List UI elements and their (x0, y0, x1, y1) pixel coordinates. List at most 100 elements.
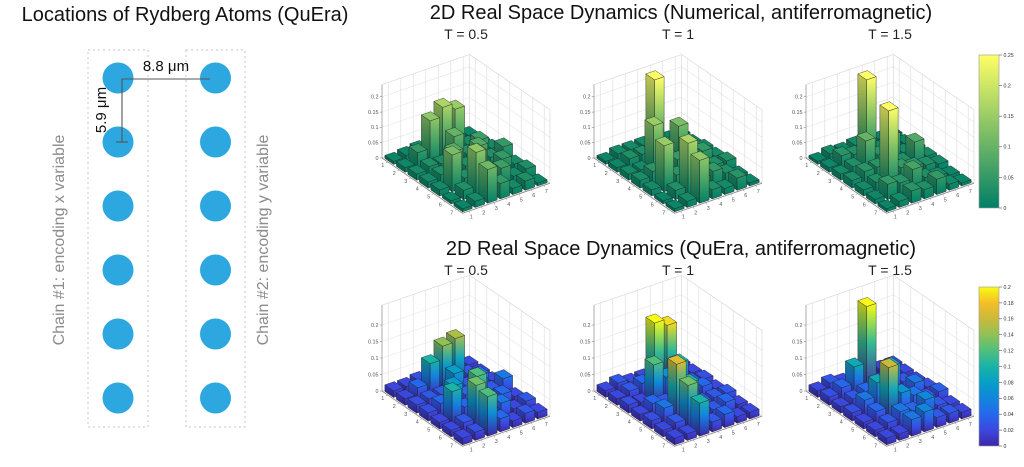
colorbar-tick-label: 0.25 (1004, 53, 1014, 59)
z-tick-label: 0.15 (368, 110, 379, 116)
x-tick-label: 5 (732, 430, 735, 436)
x-tick-label: 2 (482, 443, 485, 449)
y-tick-label: 5 (427, 195, 430, 201)
subplot-title-quera-t05: T = 0.5 (444, 262, 488, 278)
bar (430, 180, 450, 197)
atom-dot (102, 254, 134, 286)
bar3d-chart-numerical-t1: 0 0.05 0.1 0.15 0.2 1 1 2 2 3 3 4 4 5 5 6 6 7 7 (580, 54, 763, 221)
bar (654, 191, 673, 205)
y-tick-label: 4 (416, 420, 419, 426)
bar (877, 199, 897, 213)
y-tick-label: 7 (874, 443, 877, 449)
y-tick-label: 1 (593, 163, 596, 169)
x-tick-label: 4 (719, 202, 722, 208)
colorbar-tick-label: 0 (1004, 206, 1007, 212)
subplot-title-num-t05: T = 0.5 (444, 26, 488, 42)
bar (516, 403, 535, 424)
y-tick-label: 4 (416, 187, 419, 193)
x-tick-label: 3 (919, 206, 922, 212)
z-tick-label: 0.05 (580, 372, 591, 378)
bar (655, 136, 674, 192)
xy-axes: 1 1 2 2 3 3 4 4 5 5 6 6 7 7 (593, 157, 763, 221)
y-tick-label: 5 (427, 428, 430, 434)
bar3d-chart-quera-t15: 0 0.05 0.1 0.15 0.2 1 1 2 2 3 3 4 4 5 5 6 6 7 7 (792, 274, 975, 454)
dimension-annotation: 8.8 μm 5.9 μm (93, 58, 210, 143)
bars-group (808, 297, 972, 446)
atom-dot (200, 126, 231, 158)
x-tick-label: 1 (894, 215, 897, 221)
z-tick-label: 0 (376, 156, 379, 162)
atom-dot (102, 382, 134, 414)
z-tick-label: 0 (588, 156, 591, 162)
y-tick-label: 5 (639, 428, 642, 434)
x-tick-label: 2 (482, 210, 485, 216)
chain2-label: Chain #2: encoding y variable (255, 135, 272, 346)
bar (690, 150, 710, 204)
y-tick-label: 4 (840, 420, 843, 426)
xy-axes: 1 1 2 2 3 3 4 4 5 5 6 6 7 7 (593, 390, 763, 454)
x-tick-label: 1 (682, 448, 685, 454)
z-tick-label: 0.1 (371, 356, 379, 362)
bar (642, 180, 662, 197)
x-tick-label: 2 (906, 443, 909, 449)
x-tick-label: 1 (470, 448, 473, 454)
x-tick-label: 5 (944, 430, 947, 436)
bar3d-chart-numerical-t05: 0 0.05 0.1 0.15 0.2 1 1 2 2 3 3 4 4 5 5 6 6 7 7 (368, 54, 551, 221)
y-tick-label: 6 (439, 435, 442, 441)
z-tick-label: 0.05 (580, 141, 591, 147)
z-tick-label: 0.1 (371, 125, 379, 131)
y-tick-label: 2 (817, 171, 820, 177)
colorbar-tick-label: 0.18 (1004, 301, 1014, 307)
x-tick-label: 7 (969, 422, 972, 428)
y-tick-label: 6 (863, 435, 866, 441)
bar (665, 199, 685, 213)
xy-axes: 1 1 2 2 3 3 4 4 5 5 6 6 7 7 (381, 390, 551, 454)
y-tick-label: 2 (817, 404, 820, 410)
x-tick-label: 3 (707, 206, 710, 212)
x-tick-label: 2 (694, 210, 697, 216)
colorbar-numerical: 0 0.05 0.1 0.15 0.2 0.25 (978, 53, 1014, 212)
z-axis: 0 0.05 0.1 0.15 0.2 (580, 84, 595, 162)
chain1-label: Chain #1: encoding x variable (51, 135, 68, 346)
bars-group (596, 313, 760, 446)
y-tick-label: 7 (450, 443, 453, 449)
y-tick-label: 5 (639, 195, 642, 201)
bar (443, 145, 462, 192)
x-tick-label: 6 (956, 426, 959, 432)
bar (644, 355, 664, 405)
bar3d-chart-quera-t05: 0 0.05 0.1 0.15 0.2 1 1 2 2 3 3 4 4 5 5 6 6 7 7 (368, 274, 551, 454)
bar (902, 410, 922, 437)
z-tick-label: 0.2 (795, 323, 803, 329)
y-tick-label: 6 (651, 202, 654, 208)
colorbar-tick-label: 0.05 (1004, 175, 1014, 181)
z-tick-label: 0.1 (795, 125, 803, 131)
bar (596, 151, 616, 165)
x-tick-label: 5 (732, 197, 735, 203)
x-tick-label: 7 (757, 422, 760, 428)
z-tick-label: 0.1 (583, 125, 591, 131)
y-tick-label: 3 (616, 179, 619, 185)
z-tick-label: 0.2 (371, 95, 379, 101)
x-tick-label: 7 (969, 189, 972, 195)
y-tick-label: 6 (863, 202, 866, 208)
z-tick-label: 0.2 (371, 323, 379, 329)
xy-axes: 1 1 2 2 3 3 4 4 5 5 6 6 7 7 (805, 390, 975, 454)
z-axis: 0 0.05 0.1 0.15 0.2 (792, 305, 807, 395)
atom-layout-diagram: Chain #1: encoding x variable Chain #2: e… (51, 49, 272, 428)
x-tick-label: 4 (931, 435, 934, 441)
atom-dot (102, 62, 134, 94)
y-tick-label: 1 (381, 163, 384, 169)
y-tick-label: 6 (439, 202, 442, 208)
atom-dot (200, 190, 231, 222)
atom-dot (102, 318, 134, 350)
x-tick-label: 4 (507, 435, 510, 441)
colorbar-tick-label: 0.2 (1004, 285, 1011, 291)
column-spacing-label: 8.8 μm (143, 58, 189, 75)
z-tick-label: 0.2 (583, 323, 591, 329)
bar (516, 171, 535, 191)
y-tick-label: 2 (605, 171, 608, 177)
y-tick-label: 7 (662, 210, 665, 216)
z-tick-label: 0.15 (580, 110, 591, 116)
atom-dot (200, 254, 231, 286)
